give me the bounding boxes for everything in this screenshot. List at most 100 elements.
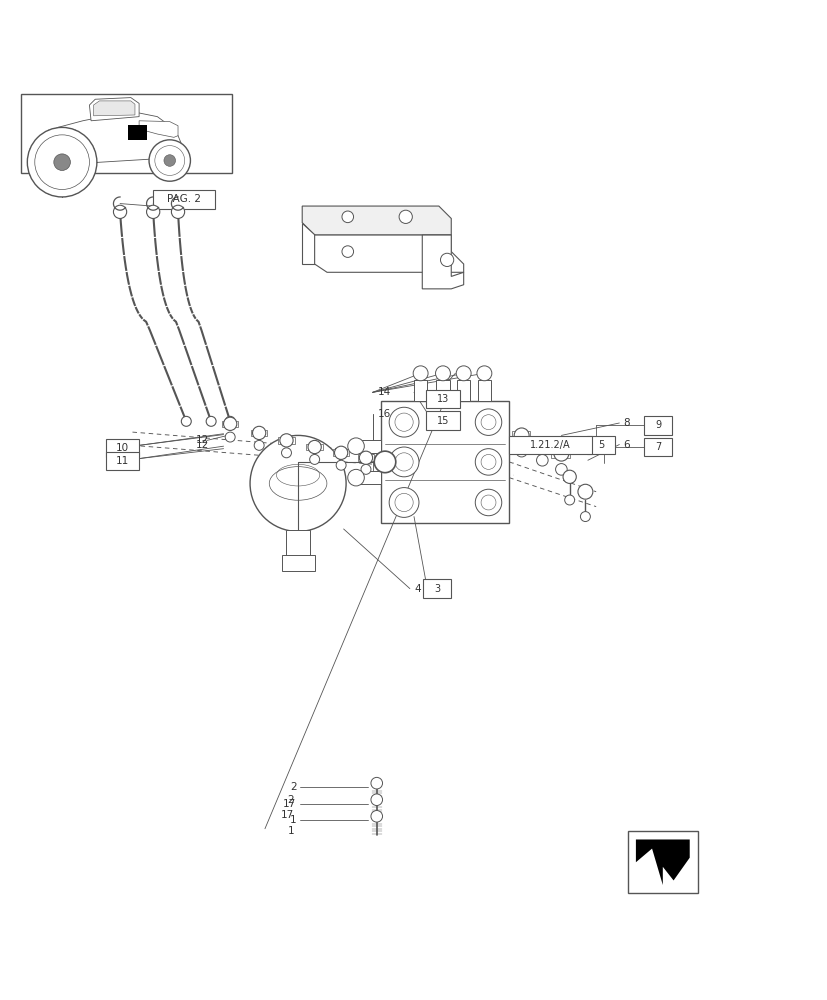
Circle shape [336, 460, 346, 470]
Text: 17: 17 [280, 810, 294, 820]
Polygon shape [93, 101, 135, 116]
Circle shape [361, 464, 370, 474]
Circle shape [280, 434, 293, 447]
Circle shape [113, 205, 127, 218]
Bar [306, 444, 323, 450]
Bar [414, 380, 427, 401]
Circle shape [146, 205, 160, 218]
Polygon shape [302, 206, 451, 235]
Circle shape [164, 155, 175, 166]
Bar [511, 431, 529, 440]
Text: 12: 12 [196, 440, 209, 450]
Circle shape [250, 435, 346, 531]
Circle shape [413, 366, 428, 381]
Circle shape [440, 253, 453, 267]
Bar [356, 471, 380, 484]
Bar [251, 430, 267, 436]
Circle shape [370, 810, 382, 822]
Polygon shape [139, 121, 178, 137]
Text: PAG. 2: PAG. 2 [167, 194, 201, 204]
Circle shape [514, 428, 528, 443]
Bar [551, 449, 569, 458]
Text: 5: 5 [597, 440, 604, 450]
Polygon shape [302, 223, 314, 264]
Circle shape [389, 407, 418, 437]
Circle shape [577, 484, 592, 499]
Bar [477, 380, 490, 401]
Text: 14: 14 [377, 387, 390, 397]
Bar [436, 380, 449, 401]
Text: 12: 12 [196, 435, 209, 445]
Bar [106, 439, 139, 457]
Circle shape [370, 794, 382, 806]
Bar [643, 416, 672, 435]
Circle shape [309, 454, 319, 464]
Bar [128, 125, 146, 140]
Circle shape [435, 366, 450, 381]
Text: 8: 8 [623, 418, 629, 428]
Bar [425, 390, 460, 408]
Polygon shape [89, 98, 139, 121]
Polygon shape [314, 235, 463, 272]
Circle shape [475, 409, 501, 435]
Circle shape [370, 777, 382, 789]
Circle shape [562, 470, 576, 483]
Bar [21, 94, 232, 173]
Circle shape [342, 246, 353, 257]
Circle shape [389, 447, 418, 477]
Bar [457, 380, 470, 401]
Circle shape [225, 432, 235, 442]
Bar [423, 579, 451, 598]
Circle shape [225, 416, 235, 426]
Bar [153, 190, 215, 209]
Bar [278, 437, 294, 444]
Circle shape [555, 464, 566, 475]
Circle shape [171, 205, 184, 218]
Text: 1.21.2/A: 1.21.2/A [529, 440, 571, 450]
Bar [627, 831, 697, 893]
Bar [380, 401, 509, 523]
Text: 3: 3 [433, 584, 440, 594]
Circle shape [515, 445, 527, 457]
Bar [106, 452, 139, 470]
Circle shape [342, 211, 353, 223]
Circle shape [308, 440, 321, 454]
Circle shape [475, 489, 501, 516]
Text: 1: 1 [289, 815, 296, 825]
Circle shape [534, 437, 549, 452]
Polygon shape [635, 839, 689, 885]
Bar [586, 436, 614, 454]
Circle shape [54, 154, 70, 170]
Bar [281, 555, 314, 571]
Bar [356, 440, 380, 453]
Circle shape [149, 140, 190, 181]
Text: 9: 9 [654, 420, 661, 430]
Circle shape [334, 446, 347, 459]
Circle shape [456, 366, 471, 381]
Polygon shape [33, 112, 182, 166]
Circle shape [476, 366, 491, 381]
Circle shape [223, 417, 237, 430]
Bar [357, 454, 374, 461]
Text: 1: 1 [287, 826, 294, 836]
Text: 10: 10 [116, 443, 129, 453]
Polygon shape [422, 235, 463, 289]
Text: 2: 2 [289, 782, 296, 792]
Circle shape [27, 127, 97, 197]
Bar [425, 411, 460, 430]
Circle shape [252, 426, 265, 440]
Circle shape [374, 451, 395, 473]
Text: 4: 4 [414, 584, 420, 594]
Bar [532, 440, 550, 449]
Circle shape [359, 451, 372, 464]
Text: 13: 13 [437, 394, 448, 404]
Circle shape [475, 449, 501, 475]
Text: 11: 11 [116, 456, 129, 466]
Circle shape [564, 495, 574, 505]
Bar [285, 530, 310, 556]
Circle shape [347, 469, 364, 486]
Bar [332, 449, 349, 456]
Circle shape [347, 438, 364, 454]
Text: 6: 6 [623, 440, 629, 450]
Bar [643, 438, 672, 456]
